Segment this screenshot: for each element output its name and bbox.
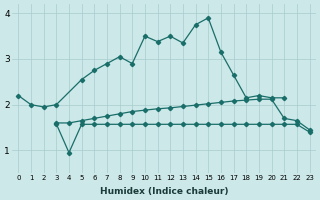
X-axis label: Humidex (Indice chaleur): Humidex (Indice chaleur) — [100, 187, 228, 196]
